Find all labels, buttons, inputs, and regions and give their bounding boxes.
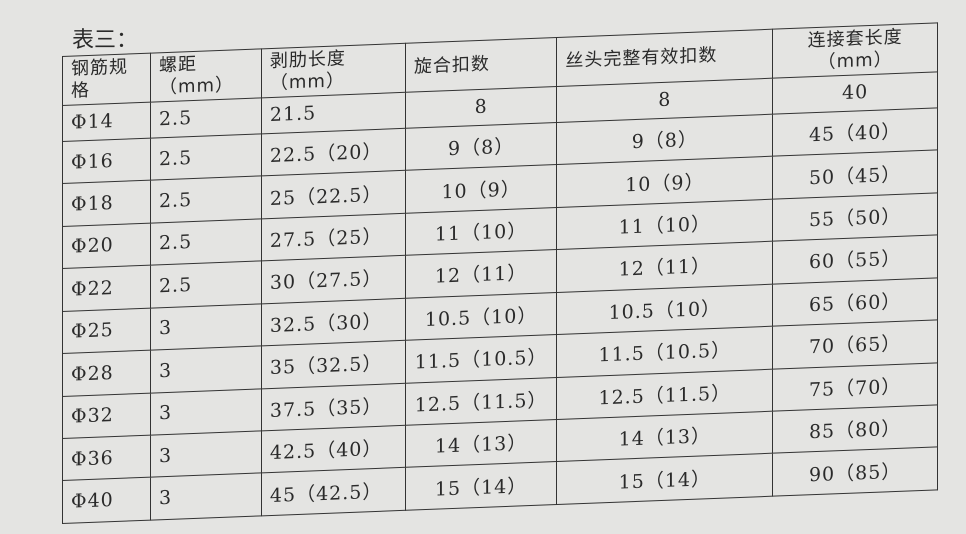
table-cell: 85（80） — [772, 404, 938, 454]
table-cell: Φ28 — [62, 350, 151, 397]
table-cell: 3 — [150, 430, 262, 478]
table-cell: 3 — [150, 345, 262, 393]
table-caption: 表三： — [72, 28, 139, 53]
table-cell: 37.5（35） — [261, 382, 406, 431]
table-cell: 2.5 — [150, 261, 262, 308]
table-cell: 9（8） — [405, 122, 557, 171]
spec-table: 钢筋规格 螺距（mm） 剥肋长度（mm） 旋合扣数 丝头完整有效扣数 连接套长度（mm） … — [62, 22, 938, 524]
table-cell: 2.5 — [150, 97, 262, 138]
table-cell: 27.5（25） — [261, 213, 406, 262]
table-cell: Φ22 — [62, 265, 151, 312]
table-cell: 11（10） — [405, 207, 557, 256]
table-cell: 35（32.5） — [261, 340, 406, 389]
table-cell: 90（85） — [772, 447, 938, 497]
table-cell: 42.5（40） — [261, 425, 406, 474]
table-cell: Φ16 — [62, 137, 151, 184]
table-cell: 30（27.5） — [261, 255, 406, 304]
table-cell: 65（60） — [772, 277, 938, 327]
table-cell: Φ20 — [62, 222, 151, 269]
table-cell: 11.5（10.5） — [405, 334, 557, 383]
table-cell: 15（14） — [556, 453, 773, 505]
table-cell: 50（45） — [772, 150, 938, 199]
table-cell: Φ36 — [62, 435, 151, 481]
table-cell: 75（70） — [772, 362, 938, 412]
table-cell: Φ40 — [62, 477, 151, 524]
table-cell: 32.5（30） — [261, 297, 406, 346]
table-cell: 10.5（10） — [405, 292, 557, 341]
column-header: 剥肋长度（mm） — [261, 43, 406, 98]
table-cell: 3 — [150, 473, 262, 521]
table-cell: 70（65） — [772, 319, 938, 369]
table-cell: 8 — [405, 86, 557, 129]
table-cell: Φ14 — [62, 102, 151, 142]
table-cell: 12（11） — [405, 249, 557, 298]
table-cell: 3 — [150, 303, 262, 351]
table-cell: 2.5 — [150, 176, 262, 223]
table-cell: 25（22.5） — [261, 170, 406, 219]
table-cell: 10（9） — [405, 164, 557, 214]
table-cell: 21.5 — [261, 92, 406, 134]
table-cell: 22.5（20） — [261, 128, 406, 177]
table-cell: 3 — [150, 388, 262, 436]
table-cell: 45（42.5） — [261, 467, 406, 516]
table-cell: 45（40） — [772, 107, 938, 157]
table-cell: 12.5（11.5） — [405, 377, 557, 426]
table-cell: 60（55） — [772, 235, 938, 284]
column-header: 丝头完整有效扣数 — [556, 29, 773, 87]
column-header: 螺距（mm） — [150, 48, 262, 103]
column-header: 连接套长度（mm） — [772, 22, 938, 79]
table-cell: Φ25 — [62, 307, 151, 354]
table-cell: Φ32 — [62, 392, 151, 439]
table-cell: 2.5 — [150, 218, 262, 266]
table-cell: Φ18 — [62, 180, 151, 227]
column-header: 旋合扣数 — [405, 37, 557, 93]
table-cell: 55（50） — [772, 192, 938, 242]
table-cell: 15（14） — [405, 461, 557, 511]
column-header: 钢筋规格 — [62, 53, 151, 106]
table-cell: 2.5 — [150, 133, 262, 181]
table-cell: 14（13） — [405, 419, 557, 468]
